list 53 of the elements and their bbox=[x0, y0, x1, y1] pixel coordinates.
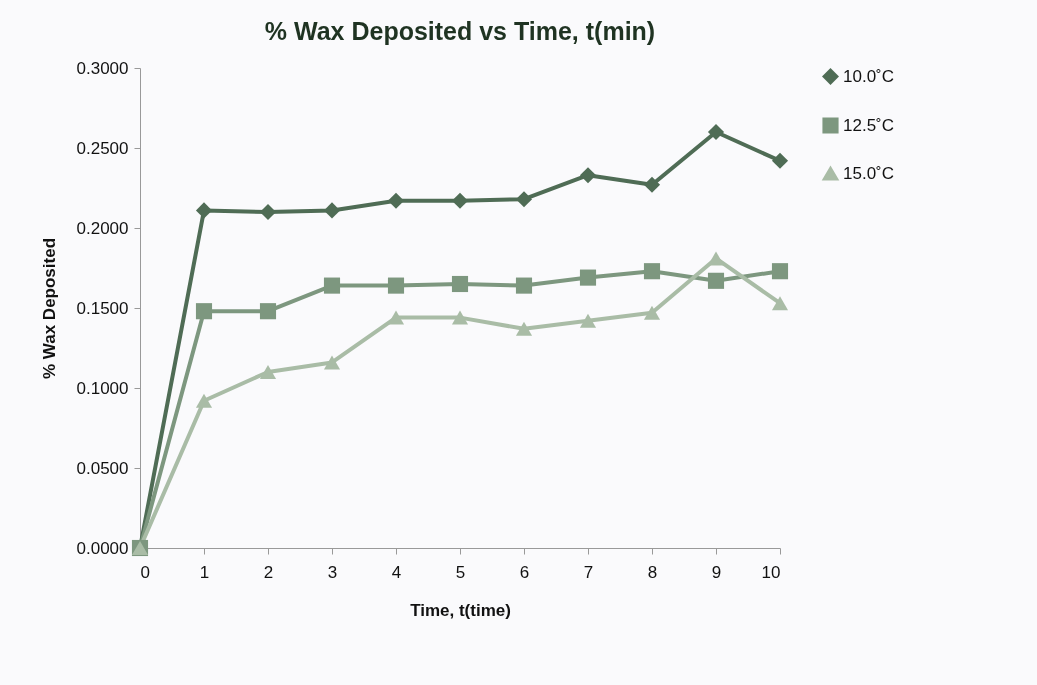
y-tick-label: 0.1500 bbox=[76, 298, 129, 318]
point bbox=[195, 202, 213, 219]
point bbox=[259, 303, 277, 320]
y-tick-label: 0.3000 bbox=[76, 58, 129, 78]
point bbox=[195, 303, 213, 320]
legend-label: 15.0˚C bbox=[843, 163, 895, 183]
y-tick-label: 0.2000 bbox=[76, 218, 129, 238]
point bbox=[579, 167, 597, 184]
point bbox=[771, 152, 789, 169]
x-tick-label: 2 bbox=[263, 562, 274, 582]
x-tick-label: 8 bbox=[647, 562, 658, 582]
point bbox=[323, 277, 341, 294]
point bbox=[707, 123, 725, 141]
point bbox=[643, 263, 661, 280]
x-tick-label: 6 bbox=[519, 562, 530, 582]
point bbox=[579, 269, 597, 286]
x-tick-label: 10 bbox=[761, 562, 781, 582]
point bbox=[387, 192, 405, 209]
point bbox=[515, 191, 533, 208]
point bbox=[259, 365, 277, 379]
y-tick-label: 0.0000 bbox=[76, 538, 129, 558]
y-tick-label: 0.2500 bbox=[76, 138, 129, 158]
point bbox=[707, 272, 725, 289]
x-tick-label: 1 bbox=[199, 562, 210, 582]
legend-label: 10.0˚C bbox=[843, 66, 895, 86]
y-tick-label: 0.1000 bbox=[76, 378, 129, 398]
x-tick-label: 9 bbox=[711, 562, 722, 582]
point bbox=[515, 321, 533, 336]
point bbox=[387, 277, 405, 294]
point bbox=[515, 277, 533, 294]
point bbox=[451, 192, 469, 209]
x-tick-label: 7 bbox=[583, 562, 594, 582]
legend-label: 12.5˚C bbox=[843, 115, 895, 135]
x-tick-label: 5 bbox=[455, 562, 466, 582]
point bbox=[323, 355, 341, 370]
x-axis-title: Time, t(time) bbox=[410, 600, 511, 620]
point bbox=[771, 296, 789, 311]
point bbox=[259, 203, 277, 221]
point bbox=[643, 305, 661, 320]
x-tick-label: 4 bbox=[391, 562, 402, 582]
point bbox=[579, 313, 597, 328]
point bbox=[451, 275, 469, 293]
y-axis-title: % Wax Deposited bbox=[39, 237, 59, 380]
chart-title: % Wax Deposited vs Time, t(min) bbox=[264, 17, 656, 45]
point bbox=[195, 393, 213, 408]
point bbox=[387, 310, 405, 325]
x-tick-label: 0 bbox=[140, 562, 150, 582]
point bbox=[323, 202, 341, 219]
point bbox=[643, 176, 661, 193]
point bbox=[451, 310, 469, 325]
point bbox=[771, 263, 789, 280]
y-tick-label: 0.0500 bbox=[76, 458, 129, 478]
x-tick-label: 3 bbox=[327, 562, 338, 582]
